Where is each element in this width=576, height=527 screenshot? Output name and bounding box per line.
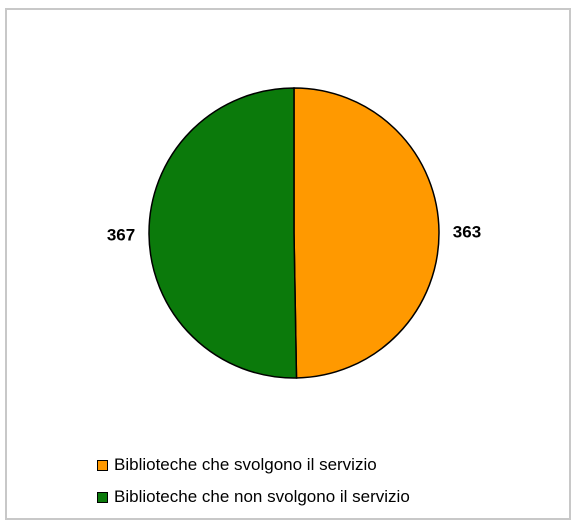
legend-item-non-svolgono: Biblioteche che non svolgono il servizio — [97, 487, 410, 507]
pie-data-label-1: 367 — [107, 225, 135, 244]
legend-swatch-orange — [97, 459, 108, 471]
pie-slice-0 — [293, 87, 440, 379]
pie-slice-1 — [148, 87, 298, 379]
pie-data-labels: 363 367 — [107, 223, 481, 245]
pie-data-label-0: 363 — [453, 223, 481, 242]
legend-swatch-green — [97, 491, 108, 503]
legend-item-svolgono: Biblioteche che svolgono il servizio — [97, 455, 410, 475]
legend-label-non-svolgono: Biblioteche che non svolgono il servizio — [114, 487, 410, 506]
legend-label-svolgono: Biblioteche che svolgono il servizio — [114, 455, 377, 474]
pie-slices — [148, 87, 440, 379]
legend: Biblioteche che svolgono il servizio Bib… — [97, 455, 410, 519]
